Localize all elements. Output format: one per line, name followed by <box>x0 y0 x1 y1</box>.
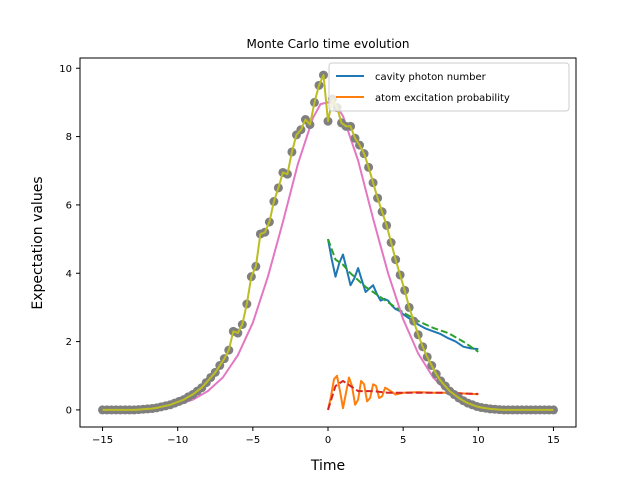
legend-box <box>328 62 570 112</box>
legend: cavity photon number atom excitation pro… <box>328 62 570 112</box>
x-tick-label: −10 <box>167 435 188 446</box>
x-tick-label: 15 <box>547 435 560 446</box>
y-tick-label: 8 <box>66 132 72 143</box>
y-tick-label: 2 <box>66 337 72 348</box>
series-6-line <box>102 74 554 411</box>
legend-label-1: atom excitation probability <box>375 93 510 104</box>
y-tick-label: 6 <box>66 200 72 211</box>
chart-title: Monte Carlo time evolution <box>246 37 409 51</box>
x-tick-label: −15 <box>92 435 113 446</box>
y-tick-label: 0 <box>66 405 72 416</box>
x-tick-label: 10 <box>472 435 485 446</box>
x-tick-label: −5 <box>245 435 260 446</box>
y-tick-label: 4 <box>66 269 72 280</box>
x-tick-label: 5 <box>400 435 406 446</box>
y-tick-label: 10 <box>59 64 72 75</box>
x-tick-label: 0 <box>325 435 331 446</box>
x-axis-title: Time <box>310 458 345 474</box>
y-axis-title: Expectation values <box>30 176 46 309</box>
series-4-line <box>102 101 554 411</box>
legend-label-0: cavity photon number <box>375 72 487 83</box>
series-2-line <box>327 238 479 353</box>
